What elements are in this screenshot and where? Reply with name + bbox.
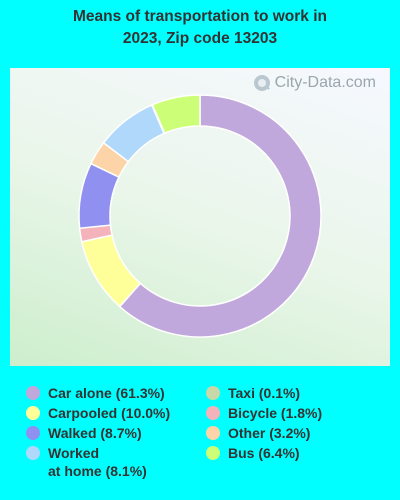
- legend-swatch: [26, 446, 40, 460]
- legend-swatch: [26, 406, 40, 420]
- legend-label: Bicycle (1.8%): [228, 405, 323, 421]
- legend-label: Other (3.2%): [228, 425, 311, 441]
- legend-item-taxi: Taxi (0.1%): [206, 384, 300, 402]
- legend-item-carpooled: Carpooled (10.0%): [26, 404, 170, 422]
- legend-label: Carpooled (10.0%): [48, 405, 171, 421]
- legend-swatch: [206, 406, 220, 420]
- watermark: City-Data.com: [253, 74, 376, 92]
- legend-swatch: [206, 386, 220, 400]
- legend-label: Bus (6.4%): [228, 445, 300, 461]
- donut-chart: [78, 94, 322, 338]
- chart-title: Means of transportation to work in 2023,…: [0, 6, 400, 50]
- legend-item-bus: Bus (6.4%): [206, 444, 300, 462]
- legend-item-bicycle: Bicycle (1.8%): [206, 404, 322, 422]
- legend-swatch: [206, 446, 220, 460]
- chart-panel: City-Data.com: [10, 68, 390, 366]
- legend-item-car-alone: Car alone (61.3%): [26, 384, 165, 402]
- watermark-text: City-Data.com: [274, 74, 376, 91]
- legend-label: Car alone (61.3%): [48, 385, 165, 401]
- legend-item-other: Other (3.2%): [206, 424, 310, 442]
- legend-swatch: [206, 426, 220, 440]
- chart-title-text: Means of transportation to work in 2023,…: [72, 8, 328, 47]
- legend-swatch: [26, 426, 40, 440]
- slice-car-alone: [118, 94, 322, 338]
- legend-label: Worked at home (8.1%): [48, 445, 147, 479]
- legend-item-worked-at-home: Worked at home (8.1%): [26, 444, 147, 480]
- slice-bus: [151, 94, 201, 135]
- legend-label: Walked (8.7%): [48, 425, 142, 441]
- legend-item-walked: Walked (8.7%): [26, 424, 142, 442]
- legend-swatch: [26, 386, 40, 400]
- legend-label: Taxi (0.1%): [228, 385, 301, 401]
- city-data-logo-icon: [253, 75, 270, 91]
